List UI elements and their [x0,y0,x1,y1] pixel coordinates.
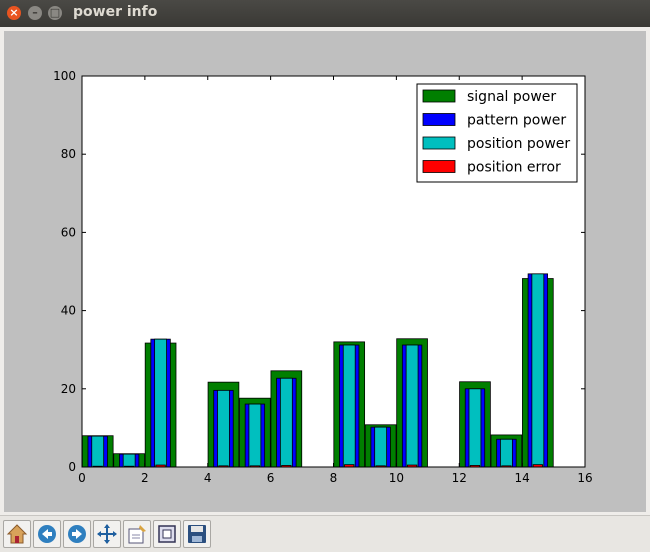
y-tick-label: 80 [61,147,76,161]
bar-position-power [217,389,230,468]
x-tick-label: 10 [389,471,404,485]
bar-position-power [91,435,105,468]
legend-swatch [422,89,456,103]
y-tick-label: 40 [61,304,76,318]
back-button[interactable] [33,520,61,548]
bar-position-power [342,344,356,468]
legend-swatch [422,113,456,126]
configure-icon [128,525,146,544]
bar-position-power [122,453,136,468]
close-window-button[interactable]: × [7,6,21,20]
configure-subplots-button[interactable] [123,520,151,548]
maximize-window-button[interactable]: □ [48,6,62,20]
forward-button[interactable] [63,520,91,548]
bar-position-power [374,426,388,468]
x-tick-label: 6 [267,471,275,485]
x-tick-label: 4 [204,471,212,485]
y-tick-label: 20 [61,382,76,396]
legend-swatch [422,160,456,173]
bar-position-power [248,403,262,468]
navigation-toolbar [0,515,650,552]
pan-icon [97,524,117,544]
legend-label: signal power [467,89,556,105]
bar-position-power [468,388,482,468]
x-tick-label: 8 [330,471,338,485]
back-icon [38,525,56,543]
x-tick-label: 2 [141,471,149,485]
bar-chart: 0 2 4 6 8 10 12 14 16 0 20 40 60 80 100 signal power pat… [53,69,593,485]
bar-position-power [279,377,293,468]
y-tick-label: 0 [68,460,76,474]
bar-position-power [405,344,419,468]
y-tick-label: 100 [53,69,76,83]
x-tick-label: 16 [577,471,592,485]
y-tick-label: 60 [61,225,76,239]
x-tick-label: 14 [514,471,529,485]
home-button[interactable] [3,520,31,548]
window-title: power info [73,4,158,20]
legend-label: pattern power [467,113,566,129]
legend-label: position power [467,136,570,152]
save-icon [188,525,206,543]
bar-position-power [531,273,545,468]
legend-swatch [422,136,456,150]
x-tick-label: 12 [452,471,467,485]
bar-position-power [500,438,513,468]
zoom-rect-icon [158,525,176,543]
zoom-rect-button[interactable] [153,520,181,548]
bar-position-power [154,338,167,468]
forward-icon [68,525,86,543]
minimize-window-button[interactable]: – [28,6,42,20]
window-titlebar: × – □ power info [0,0,650,27]
pan-button[interactable] [93,520,121,548]
save-button[interactable] [183,520,211,548]
legend-label: position error [467,160,561,176]
home-icon [6,524,28,544]
x-tick-label: 0 [78,471,86,485]
